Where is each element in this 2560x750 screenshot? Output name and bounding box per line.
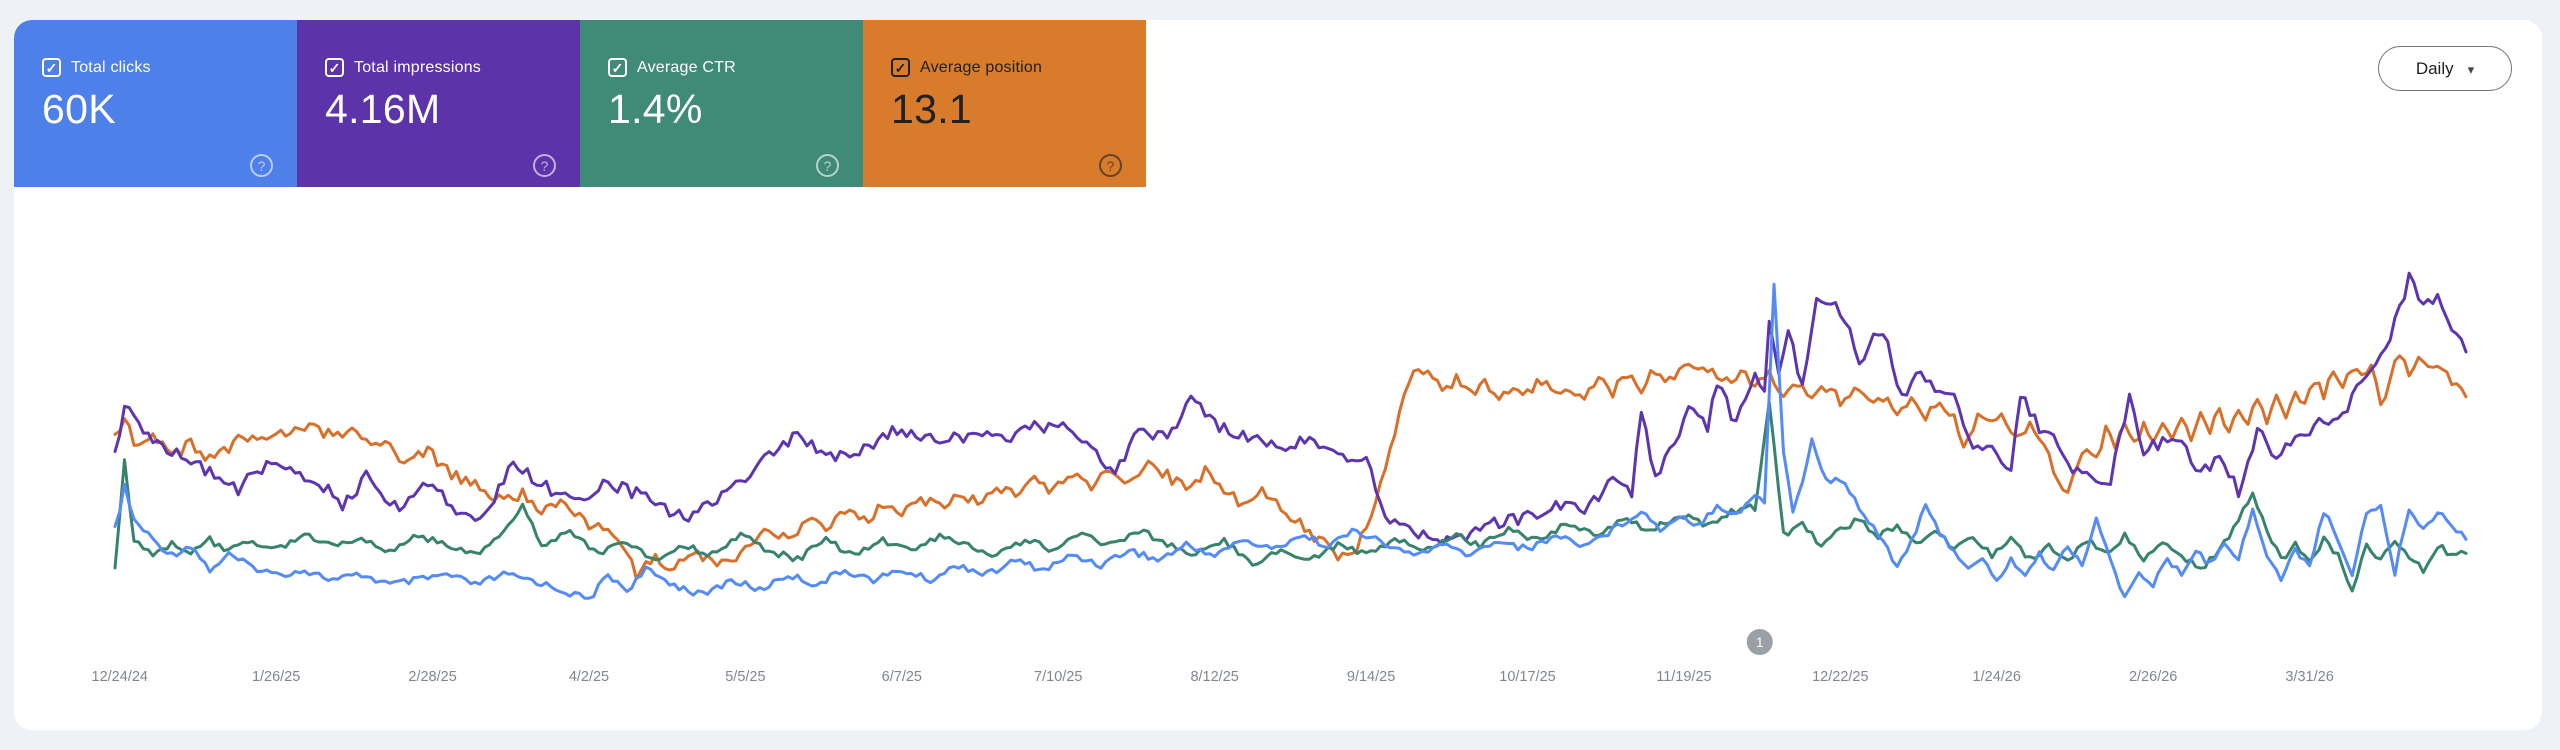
x-axis-label: 2/26/26 [2129, 669, 2177, 685]
series-line-ctr [113, 400, 2468, 593]
position-card-label: Average position [920, 58, 1043, 76]
clicks-help-icon[interactable]: ? [250, 154, 273, 177]
clicks-card-label: Total clicks [71, 58, 151, 76]
position-help-icon[interactable]: ? [1099, 154, 1122, 177]
metric-card-average-position[interactable]: ✓ Average position 13.1 ? [863, 20, 1146, 187]
impressions-help-icon[interactable]: ? [533, 154, 556, 177]
x-axis-label: 3/31/26 [2285, 669, 2333, 685]
svg-text:1: 1 [1756, 635, 1764, 650]
x-axis-label: 12/22/25 [1812, 669, 1868, 685]
clicks-checkbox[interactable]: ✓ [42, 58, 61, 77]
x-axis-label: 10/17/25 [1499, 669, 1555, 685]
granularity-dropdown-label: Daily [2415, 58, 2454, 78]
ctr-card-value: 1.4% [608, 86, 703, 132]
ctr-checkbox[interactable]: ✓ [608, 58, 627, 77]
series-line-clicks [113, 282, 2468, 600]
x-axis-label: 11/19/25 [1656, 669, 1711, 685]
chevron-down-icon: ▾ [2467, 61, 2475, 77]
ctr-card-label: Average CTR [637, 58, 736, 76]
x-axis-label: 7/10/25 [1034, 669, 1082, 685]
x-axis-label: 1/26/25 [252, 669, 300, 685]
x-axis-label: 8/12/25 [1190, 669, 1238, 685]
x-axis-label: 9/14/25 [1347, 669, 1395, 685]
series-line-impressions [113, 271, 2468, 547]
x-axis-label: 5/5/25 [725, 669, 765, 685]
ctr-help-icon[interactable]: ? [816, 154, 839, 177]
impressions-card-value: 4.16M [325, 86, 441, 132]
impressions-checkbox[interactable]: ✓ [325, 58, 344, 77]
metric-cards-row: ✓ Total clicks 60K ? ✓ Total impressions… [14, 20, 1146, 187]
x-axis-label: 12/24/24 [92, 669, 148, 685]
impressions-card-label: Total impressions [354, 58, 482, 76]
granularity-dropdown[interactable]: Daily ▾ [2378, 46, 2512, 91]
metric-card-total-impressions[interactable]: ✓ Total impressions 4.16M ? [297, 20, 580, 187]
x-axis-label: 1/24/26 [1973, 669, 2021, 685]
metric-card-total-clicks[interactable]: ✓ Total clicks 60K ? [14, 20, 297, 187]
performance-panel: 12/24/24 1/26/25 2/28/25 4/2/25 5/5/25 6/7/25… [14, 20, 2542, 730]
x-axis-label: 2/28/25 [408, 669, 456, 685]
metric-card-average-ctr[interactable]: ✓ Average CTR 1.4% ? [580, 20, 863, 187]
x-axis-label: 4/2/25 [569, 669, 609, 685]
x-axis-label: 6/7/25 [882, 669, 922, 685]
clicks-card-value: 60K [42, 86, 116, 132]
performance-chart: 12/24/24 1/26/25 2/28/25 4/2/25 5/5/25 6/7/25… [92, 271, 2468, 685]
position-card-value: 13.1 [891, 86, 972, 132]
position-checkbox[interactable]: ✓ [891, 58, 910, 77]
annotation-marker-badge[interactable]: 1 [1746, 629, 1773, 655]
